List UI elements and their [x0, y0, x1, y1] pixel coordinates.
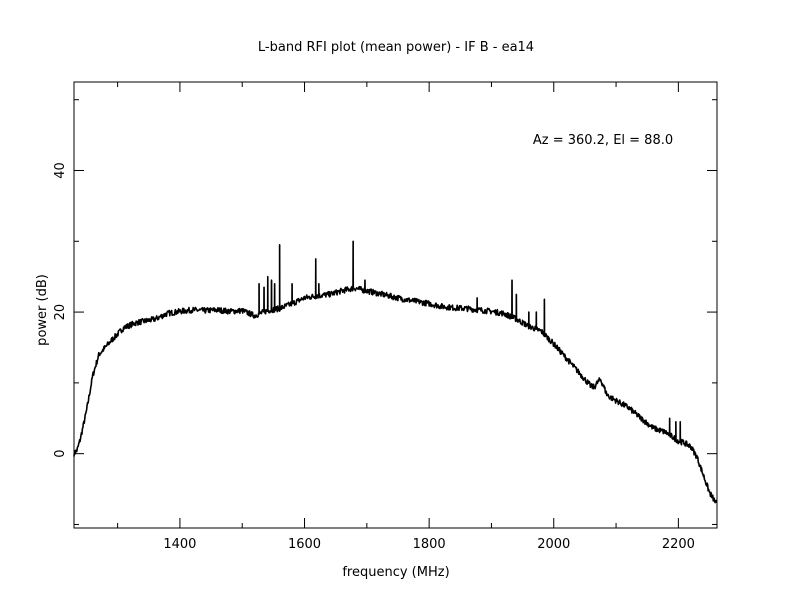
power-spectrum-line — [73, 240, 718, 504]
plot-frame — [73, 81, 718, 529]
x-axis-label: frequency (MHz) — [342, 565, 449, 580]
x-tick-label: 1600 — [288, 537, 321, 552]
y-tick-label: 20 — [53, 304, 68, 321]
y-axis-label: power (dB) — [35, 274, 50, 346]
x-tick-label: 1400 — [163, 537, 196, 552]
y-tick-label: 40 — [53, 162, 68, 179]
y-tick-label: 0 — [53, 450, 68, 458]
az-el-annotation: Az = 360.2, El = 88.0 — [533, 133, 673, 148]
x-tick-label: 2000 — [537, 537, 570, 552]
x-tick-label: 1800 — [413, 537, 446, 552]
chart-title: L-band RFI plot (mean power) - IF B - ea… — [258, 40, 534, 55]
x-tick-label: 2200 — [662, 537, 695, 552]
plot-area: 1400 1600 1800 2000 2200 0 20 40 — [53, 81, 718, 552]
